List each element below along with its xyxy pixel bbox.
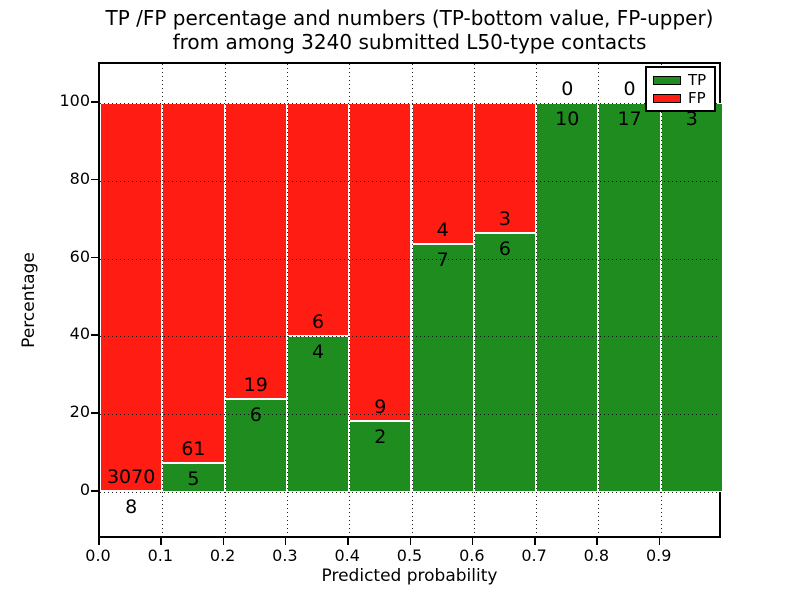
legend-label-fp: FP <box>688 89 706 107</box>
y-gridline <box>100 336 719 338</box>
fp-color-swatch <box>653 93 681 103</box>
x-tick-mark <box>347 538 349 545</box>
y-tick-label: 80 <box>69 168 90 188</box>
y-tick-mark <box>91 334 98 336</box>
x-tick-label: 0.8 <box>583 546 610 565</box>
legend-item-fp: FP <box>653 90 708 106</box>
bar-fp-segment <box>100 103 163 491</box>
bar-tp-segment <box>349 421 412 492</box>
x-gridline <box>660 64 662 536</box>
legend-box: TP FP <box>645 66 716 112</box>
y-gridline <box>100 492 719 493</box>
x-gridline <box>598 64 600 536</box>
bar-fp-segment <box>411 103 474 245</box>
x-axis-label: Predicted probability <box>321 566 498 586</box>
legend-item-tp: TP <box>653 72 708 88</box>
bar-fp-segment <box>162 103 225 463</box>
x-tick-label: 0.5 <box>396 546 423 565</box>
y-tick-mark <box>91 490 98 492</box>
bar-fp-segment <box>224 103 287 399</box>
x-gridline <box>349 64 351 536</box>
plot-area: 307086151966492473601001703 <box>98 62 723 538</box>
y-tick-mark <box>91 256 98 259</box>
x-tick-mark <box>160 538 162 545</box>
x-tick-mark <box>596 538 598 545</box>
y-tick-mark <box>91 101 98 103</box>
bar-tp-segment <box>598 103 661 492</box>
y-gridline <box>100 103 719 104</box>
tp-count-label: 8 <box>125 495 138 518</box>
x-tick-mark <box>658 538 661 545</box>
y-tick-label: 60 <box>69 246 90 266</box>
y-tick-mark <box>91 412 98 414</box>
x-tick-mark <box>98 538 100 545</box>
x-gridline <box>286 64 288 536</box>
x-tick-mark <box>284 538 287 545</box>
x-gridline <box>536 64 538 536</box>
bar-fp-segment <box>349 103 412 422</box>
y-tick-mark <box>91 178 98 181</box>
y-gridline <box>100 180 719 182</box>
x-tick-label: 0.7 <box>521 546 547 565</box>
bar-tp-segment <box>473 232 537 492</box>
fp-count-label: 0 <box>561 78 574 100</box>
x-tick-label: 0.9 <box>645 546 672 565</box>
x-tick-mark <box>471 538 474 545</box>
x-gridline <box>162 64 164 536</box>
y-gridline <box>100 258 719 260</box>
x-tick-label: 0.1 <box>147 546 174 565</box>
x-tick-mark <box>409 538 411 545</box>
x-gridline <box>473 64 475 536</box>
x-tick-label: 0.0 <box>85 546 111 565</box>
bar-fp-segment <box>473 103 537 233</box>
x-gridline <box>411 64 413 536</box>
x-tick-label: 0.4 <box>334 546 360 565</box>
x-tick-label: 0.3 <box>272 546 298 565</box>
y-tick-label: 0 <box>79 480 90 499</box>
bar-tp-segment <box>536 103 599 492</box>
x-tick-label: 0.6 <box>459 546 485 565</box>
bar-tp-segment <box>162 462 225 492</box>
x-tick-label: 0.2 <box>209 546 236 565</box>
chart-title-line1: TP /FP percentage and numbers (TP-bottom… <box>105 6 714 30</box>
chart-title-line2: from among 3240 submitted L50-type conta… <box>172 30 647 54</box>
bar-tp-segment <box>411 244 474 492</box>
y-gridline <box>100 414 719 416</box>
y-axis-label: Percentage <box>19 252 39 348</box>
tp-color-swatch <box>653 75 681 85</box>
bar-tp-segment <box>660 103 723 492</box>
x-tick-mark <box>534 538 536 545</box>
y-tick-label: 40 <box>69 324 90 344</box>
x-tick-mark <box>222 538 225 545</box>
x-gridline <box>224 64 226 536</box>
y-tick-label: 20 <box>69 402 90 422</box>
bar-fp-segment <box>286 103 350 337</box>
y-tick-label: 100 <box>59 91 90 110</box>
bar-tp-segment <box>224 398 287 492</box>
legend-label-tp: TP <box>688 71 707 89</box>
